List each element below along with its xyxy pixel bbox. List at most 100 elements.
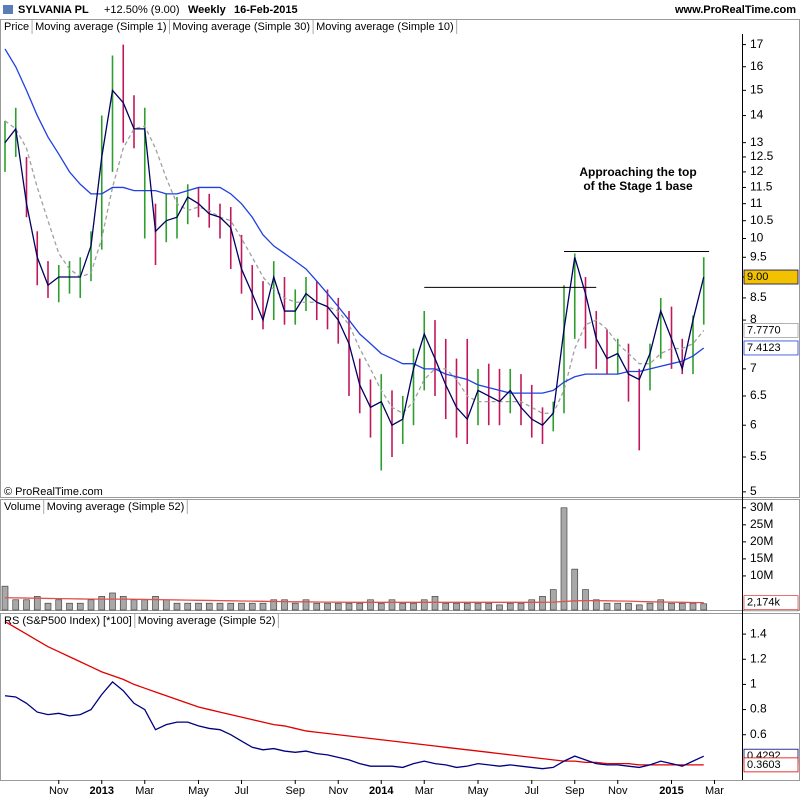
volume-bar (614, 602, 622, 611)
volume-bar (324, 602, 331, 611)
series-line (4, 120, 705, 415)
x-tick-label: Mar (705, 785, 724, 797)
volume-bar (345, 602, 353, 611)
volume-bar (173, 602, 181, 611)
symbol: SYLVANIA PL (18, 4, 89, 16)
y-tick-label: 16 (750, 59, 764, 73)
end-label: 7.4123 (747, 342, 781, 354)
volume-bar (700, 603, 708, 611)
volume-bar (388, 599, 396, 611)
y-tick-label: 1.2 (750, 651, 767, 665)
legend-label: Moving average (Simple 52) (47, 501, 185, 513)
series-line (4, 88, 705, 427)
volume-bar (130, 599, 138, 611)
copyright: © ProRealTime.com (4, 486, 103, 498)
volume-bar (109, 592, 116, 611)
volume-bar (367, 599, 374, 611)
end-label: 2,174k (747, 596, 781, 608)
legend-label: Volume (4, 501, 41, 513)
end-label-box (743, 595, 799, 610)
volume-bar (356, 602, 364, 611)
y-tick-label: 0.6 (750, 727, 767, 741)
volume-bar (560, 507, 568, 611)
volume-bar (657, 599, 665, 611)
volume-bar (184, 602, 192, 611)
change: +12.50% (9.00) (104, 4, 180, 16)
volume-bar (496, 604, 503, 611)
volume-bar (571, 568, 579, 611)
legend-label: Moving average (Simple 1) (35, 21, 166, 33)
y-tick-label: 10M (750, 568, 773, 582)
volume-bar (485, 602, 493, 611)
y-tick-label: 10.5 (750, 213, 774, 227)
volume-bar (528, 599, 536, 611)
source: www.ProRealTime.com (674, 4, 796, 16)
series-line (4, 620, 704, 766)
y-tick-label: 1.4 (750, 626, 767, 640)
x-tick-label: Sep (565, 785, 585, 797)
x-tick-label: Jul (234, 785, 248, 797)
volume-bar (216, 602, 224, 611)
volume-bar (646, 602, 654, 611)
x-tick-label: Nov (608, 785, 628, 797)
y-tick-label: 9.5 (750, 249, 767, 263)
legend-label: Moving average (Simple 10) (316, 21, 454, 33)
volume-bar (689, 602, 697, 611)
volume-bar (420, 599, 428, 611)
volume-bar (668, 602, 675, 611)
y-tick-label: 30M (750, 500, 773, 514)
volume-bar (152, 596, 159, 611)
x-tick-label: Mar (135, 785, 154, 797)
volume-bar (291, 602, 299, 611)
volume-bar (248, 602, 256, 611)
y-tick-label: 12.5 (750, 149, 774, 163)
volume-bar (334, 602, 342, 611)
y-tick-label: 12 (750, 164, 764, 178)
legend-label: RS (S&P500 Index) [*100] (4, 615, 132, 627)
annotation: of the Stage 1 base (583, 179, 693, 193)
y-tick-label: 15M (750, 551, 773, 565)
volume-bar (582, 589, 589, 611)
volume-bar (205, 602, 213, 611)
volume-bar (463, 602, 471, 611)
volume-bar (442, 602, 450, 611)
volume-bar (12, 599, 20, 611)
volume-bar (625, 602, 632, 611)
legend-label: Price (4, 21, 29, 33)
legend-label: Moving average (Simple 30) (173, 21, 311, 33)
volume-bar (227, 602, 235, 611)
volume-bar (592, 599, 600, 611)
y-tick-label: 5.5 (750, 449, 767, 463)
volume-bar (549, 589, 557, 611)
volume-bar (410, 602, 417, 611)
y-tick-label: 11.5 (750, 180, 773, 194)
y-tick-label: 15 (750, 83, 764, 97)
date: 16-Feb-2015 (234, 4, 298, 16)
volume-bar (270, 599, 278, 611)
y-tick-label: 6 (750, 417, 757, 431)
volume-bar (399, 602, 407, 611)
y-tick-label: 0.8 (750, 702, 767, 716)
end-label-box (743, 269, 799, 285)
end-label: 7.7770 (747, 324, 781, 336)
y-tick-label: 20M (750, 534, 773, 548)
y-tick-label: 14 (750, 108, 764, 122)
volume-bar (281, 599, 288, 611)
y-tick-label: 25M (750, 517, 773, 531)
x-tick-label: Mar (415, 785, 434, 797)
volume-bar (506, 602, 514, 611)
period: Weekly (188, 4, 227, 16)
end-label: 9.00 (747, 271, 768, 283)
x-tick-label: May (188, 785, 209, 797)
y-tick-label: 13 (750, 135, 764, 149)
x-tick-label: Nov (49, 785, 69, 797)
series-line (4, 597, 704, 604)
volume-bar (474, 602, 482, 611)
x-tick-label: Nov (328, 785, 348, 797)
volume-bar (98, 596, 106, 611)
volume-bar (44, 602, 52, 611)
volume-bar (162, 599, 170, 611)
x-tick-label: 2014 (369, 785, 394, 797)
